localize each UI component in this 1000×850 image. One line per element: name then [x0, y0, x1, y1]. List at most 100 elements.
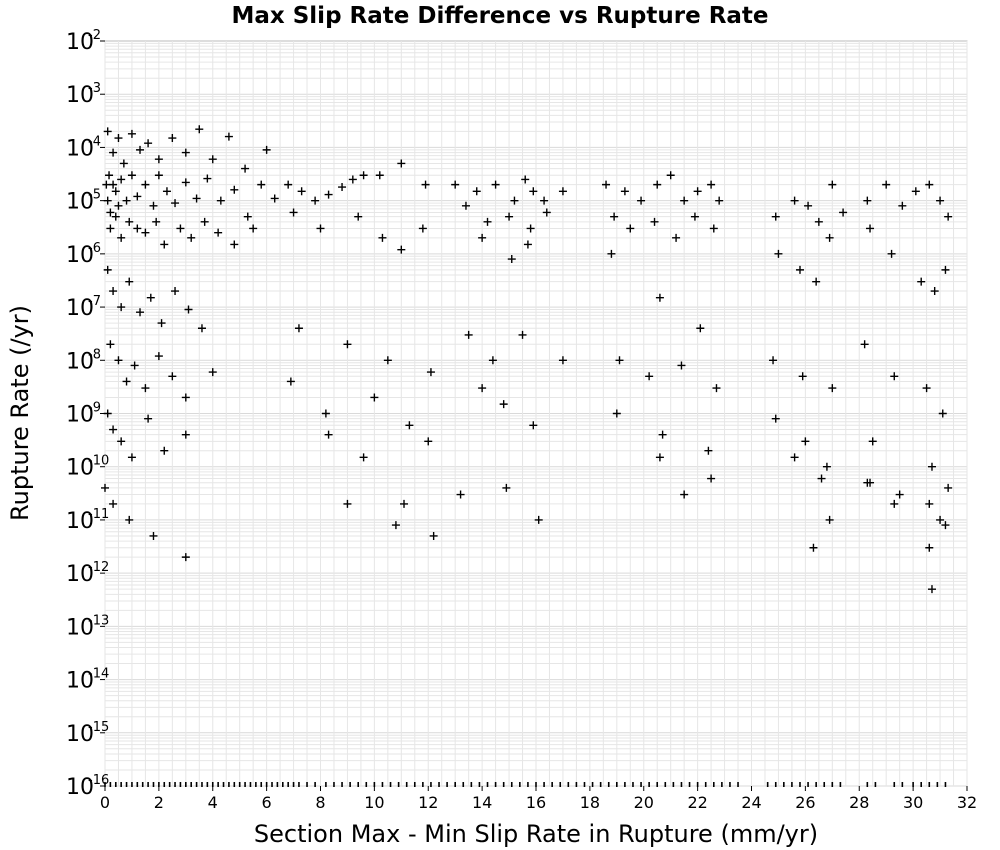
data-point: [774, 249, 783, 258]
data-point: [343, 340, 352, 349]
y-tick-label: 10: [66, 296, 94, 321]
data-point: [930, 287, 939, 296]
data-point: [421, 180, 430, 189]
data-point: [157, 319, 166, 328]
data-point: [882, 180, 891, 189]
data-point: [771, 212, 780, 221]
data-point: [125, 515, 134, 524]
data-point: [105, 171, 114, 180]
data-point: [106, 340, 115, 349]
data-point: [424, 437, 433, 446]
data-point: [825, 233, 834, 242]
data-point: [429, 531, 438, 540]
data-point: [103, 409, 112, 418]
data-point: [558, 356, 567, 365]
data-point: [160, 240, 169, 249]
x-tick-label: 16: [526, 793, 546, 812]
data-point: [944, 212, 953, 221]
data-point: [941, 265, 950, 274]
data-point: [378, 233, 387, 242]
data-point: [284, 180, 293, 189]
data-point: [117, 233, 126, 242]
data-point: [109, 287, 118, 296]
data-point: [558, 187, 567, 196]
data-point: [397, 159, 406, 168]
data-point: [162, 187, 171, 196]
y-tick-exponent: -14: [88, 667, 109, 682]
data-point: [136, 308, 145, 317]
y-tick-exponent: -15: [88, 720, 109, 735]
x-axis-ticks: 0 2 4 6 8 10 12 14 16 18 20 22 24 26 28 30 32: [100, 786, 977, 812]
data-point: [472, 187, 481, 196]
data-point: [359, 171, 368, 180]
data-point: [103, 265, 112, 274]
y-tick-exponent: -16: [88, 773, 109, 788]
data-point: [828, 180, 837, 189]
data-point: [405, 421, 414, 430]
y-tick-exponent: -4: [88, 134, 101, 149]
data-point: [141, 228, 150, 237]
x-tick-label: 24: [741, 793, 761, 812]
data-point: [488, 356, 497, 365]
data-point: [375, 171, 384, 180]
data-point: [125, 217, 134, 226]
data-point: [615, 356, 624, 365]
y-tick-exponent: -13: [88, 613, 109, 628]
data-point: [461, 201, 470, 210]
data-point: [119, 159, 128, 168]
data-point: [109, 180, 118, 189]
data-point: [117, 175, 126, 184]
data-point: [464, 330, 473, 339]
data-point: [941, 521, 950, 530]
y-tick-label: 10: [66, 456, 94, 481]
y-tick-label: 10: [66, 403, 94, 428]
data-point: [133, 224, 142, 233]
data-point: [297, 187, 306, 196]
data-point: [456, 490, 465, 499]
data-point: [804, 201, 813, 210]
data-point: [141, 384, 150, 393]
data-point: [890, 372, 899, 381]
data-point: [343, 499, 352, 508]
data-point: [241, 164, 250, 173]
y-tick-exponent: -6: [88, 241, 101, 256]
data-point: [526, 224, 535, 233]
y-tick-exponent: -10: [88, 454, 109, 469]
data-point: [426, 368, 435, 377]
data-point: [938, 409, 947, 418]
data-point: [141, 180, 150, 189]
data-point: [898, 201, 907, 210]
data-point: [927, 585, 936, 594]
data-point: [944, 483, 953, 492]
y-tick-exponent: -9: [88, 401, 101, 416]
y-tick-exponent: -7: [88, 294, 101, 309]
data-point: [925, 499, 934, 508]
data-point: [927, 462, 936, 471]
x-tick-label: 8: [315, 793, 325, 812]
data-point: [117, 303, 126, 312]
y-tick-label: 10: [66, 30, 94, 55]
data-point: [168, 134, 177, 143]
data-point: [270, 194, 279, 203]
data-point: [324, 190, 333, 199]
data-point: [103, 127, 112, 136]
x-tick-label: 20: [634, 793, 654, 812]
y-tick-label: 10: [66, 562, 94, 587]
data-point: [518, 330, 527, 339]
x-tick-label: 22: [687, 793, 707, 812]
data-point: [181, 430, 190, 439]
data-point: [666, 171, 675, 180]
data-point: [257, 180, 266, 189]
data-point: [171, 199, 180, 208]
data-point: [478, 233, 487, 242]
data-point: [152, 217, 161, 226]
y-tick-exponent: -3: [88, 81, 101, 96]
data-point: [338, 183, 347, 192]
grid-lines: [104, 41, 968, 787]
data-point: [203, 174, 212, 183]
zero-rate-rug: [104, 782, 947, 787]
data-point: [197, 324, 206, 333]
data-point: [181, 178, 190, 187]
y-tick-label: 10: [66, 83, 94, 108]
